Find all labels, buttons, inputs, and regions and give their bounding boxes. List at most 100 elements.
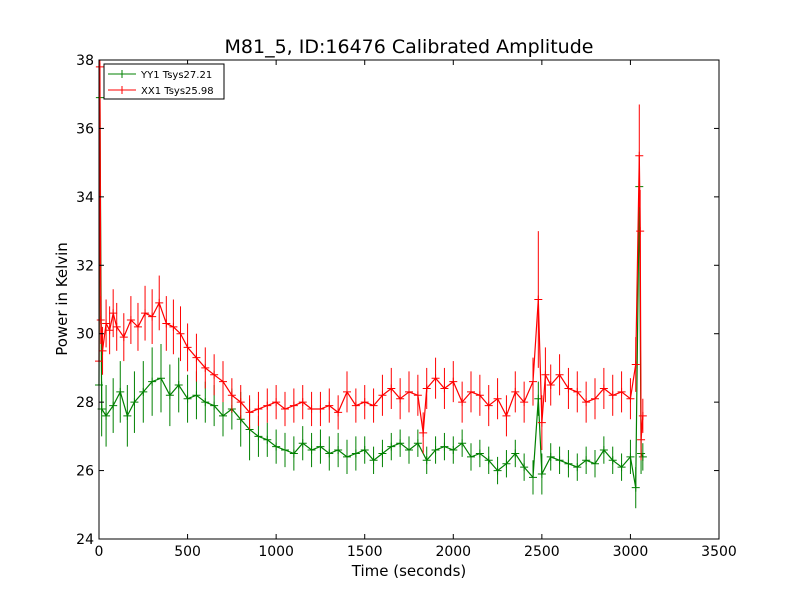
data-point <box>467 387 475 396</box>
data-point <box>555 456 564 465</box>
data-point <box>157 374 165 383</box>
data-point <box>139 387 148 396</box>
data-point <box>369 401 378 410</box>
data-point <box>520 398 529 407</box>
data-point <box>617 387 626 396</box>
data-point <box>475 449 484 458</box>
data-point <box>626 452 635 461</box>
data-point <box>334 408 343 417</box>
data-point <box>484 456 493 465</box>
data-point <box>219 377 227 386</box>
data-point <box>98 346 107 355</box>
data-point <box>608 391 617 400</box>
data-point <box>192 391 201 400</box>
data-point <box>254 432 263 441</box>
legend-label-yy1: YY1 Tsys27.21 <box>140 70 212 81</box>
data-point <box>511 449 520 458</box>
data-point <box>564 384 573 393</box>
x-tick-label: 2500 <box>524 544 560 560</box>
data-point <box>546 381 555 390</box>
data-point <box>254 404 263 413</box>
y-tick-label: 26 <box>76 464 94 480</box>
data-point <box>155 298 164 307</box>
data-point <box>599 446 608 455</box>
data-point <box>263 401 272 410</box>
data-point <box>422 384 431 393</box>
data-point <box>343 387 351 396</box>
data-point <box>148 377 157 386</box>
data-point <box>573 463 582 472</box>
data-point <box>458 398 467 407</box>
data-point <box>636 227 645 236</box>
data-point <box>105 326 114 335</box>
data-point <box>449 446 458 455</box>
series-1 <box>95 60 647 461</box>
data-point <box>102 411 111 420</box>
data-point <box>289 449 298 458</box>
data-point <box>631 483 640 492</box>
data-point <box>141 309 150 318</box>
data-point <box>281 404 289 413</box>
data-point <box>387 384 396 393</box>
data-point <box>162 319 171 328</box>
data-point <box>351 401 360 410</box>
data-point <box>183 394 192 403</box>
data-point <box>534 295 543 304</box>
data-point <box>109 401 118 410</box>
data-point <box>387 442 396 451</box>
plot-frame <box>98 59 720 540</box>
data-point <box>626 394 635 403</box>
series-0 <box>95 87 647 509</box>
axis-ticks: 0 500 1000 1500 2000 2500 3000 3500 24 26 28 30 32 34… <box>76 53 737 560</box>
data-point <box>422 456 431 465</box>
data-point <box>396 439 405 448</box>
data-point <box>555 370 564 379</box>
data-point <box>334 446 343 455</box>
data-point <box>493 466 502 475</box>
plot-area <box>95 60 647 509</box>
data-point <box>431 374 440 383</box>
data-point <box>210 401 219 410</box>
data-point <box>95 62 104 71</box>
data-point <box>608 456 617 465</box>
data-point <box>520 463 529 472</box>
data-point <box>537 418 546 427</box>
data-point <box>272 442 281 451</box>
data-point <box>440 384 449 393</box>
data-point <box>351 449 360 458</box>
data-point <box>148 312 157 321</box>
data-point <box>227 391 236 400</box>
data-point <box>133 322 142 331</box>
data-point <box>369 456 378 465</box>
data-point <box>316 404 325 413</box>
y-tick-label: 32 <box>76 258 94 274</box>
data-point <box>405 446 413 455</box>
data-point <box>169 322 178 331</box>
data-point <box>360 398 369 407</box>
data-point <box>484 401 493 410</box>
data-point <box>511 387 520 396</box>
data-point <box>236 398 245 407</box>
data-point <box>112 322 121 331</box>
data-point <box>573 387 582 396</box>
data-point <box>564 459 573 468</box>
data-point <box>599 384 608 393</box>
data-point <box>396 394 405 403</box>
data-point <box>413 391 422 400</box>
data-point <box>307 446 316 455</box>
data-point <box>582 398 591 407</box>
data-point <box>126 316 135 325</box>
data-point <box>638 452 647 461</box>
data-point <box>591 459 599 468</box>
y-tick-label: 28 <box>76 395 94 411</box>
y-tick-label: 24 <box>76 532 94 548</box>
series-line <box>98 66 644 440</box>
data-point <box>635 151 644 160</box>
data-point <box>502 411 511 420</box>
data-point <box>591 394 599 403</box>
data-point <box>316 442 325 451</box>
data-point <box>119 333 128 342</box>
data-point <box>419 428 428 437</box>
data-point <box>582 456 591 465</box>
x-axis-title: Time (seconds) <box>351 562 467 580</box>
